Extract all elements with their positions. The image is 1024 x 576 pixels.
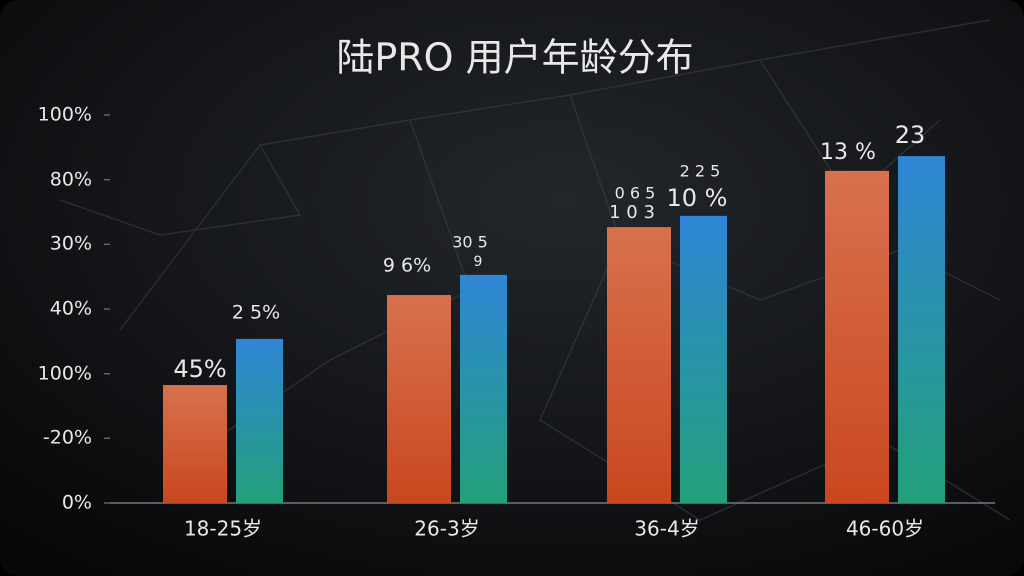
bar — [825, 170, 889, 503]
data-label: 2 5% — [232, 302, 280, 324]
bar — [163, 385, 227, 503]
data-label: 30 5 — [452, 233, 488, 252]
y-tick-label: 100% — [38, 104, 92, 126]
data-label: 23 — [895, 121, 926, 149]
bar — [680, 215, 727, 503]
bar — [460, 274, 507, 503]
data-label: 9 6% — [383, 255, 431, 277]
bar — [236, 338, 283, 503]
chart-title: 陆PRO 用户年龄分布 — [336, 36, 693, 80]
x-tick-label: 26-3岁 — [414, 517, 479, 541]
data-label: 0 6 5 — [615, 184, 656, 203]
bar — [607, 227, 671, 503]
x-tick-label: 36-4岁 — [634, 517, 699, 541]
y-tick-label: -20% — [43, 427, 92, 449]
x-tick-label: 18-25岁 — [184, 517, 262, 541]
bar — [898, 156, 945, 504]
x-tick-label: 46-60岁 — [846, 517, 924, 541]
data-label: 45% — [173, 355, 226, 383]
y-tick-label: 30% — [50, 233, 92, 255]
data-label: 1 0 3 — [609, 202, 655, 223]
data-label: 13 % — [820, 140, 876, 165]
data-label: 10 % — [667, 184, 728, 212]
data-label: 2 2 5 — [680, 162, 721, 181]
data-label: 9 — [474, 254, 483, 270]
y-tick-label: 100% — [38, 362, 92, 384]
y-tick-label: 40% — [50, 298, 92, 320]
y-tick-label: 80% — [50, 168, 92, 190]
y-tick-label: 0% — [62, 492, 92, 514]
bar — [387, 295, 451, 503]
